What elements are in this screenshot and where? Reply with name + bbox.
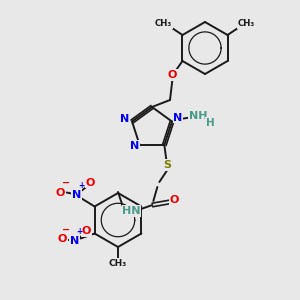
Text: +: + bbox=[79, 181, 85, 190]
Text: N: N bbox=[72, 190, 81, 200]
Text: N: N bbox=[173, 112, 183, 122]
Text: N: N bbox=[120, 113, 130, 124]
Text: S: S bbox=[163, 160, 171, 170]
Text: N: N bbox=[129, 143, 138, 153]
Text: O: O bbox=[82, 226, 91, 236]
Text: N: N bbox=[130, 141, 139, 151]
Text: −: − bbox=[61, 224, 70, 235]
Text: H: H bbox=[206, 118, 214, 128]
Text: N: N bbox=[70, 236, 79, 247]
Text: O: O bbox=[170, 195, 179, 205]
Text: O: O bbox=[56, 188, 65, 197]
Text: +: + bbox=[76, 227, 83, 236]
Text: HN: HN bbox=[122, 206, 141, 216]
Text: −: − bbox=[61, 178, 70, 188]
Text: CH₃: CH₃ bbox=[155, 20, 172, 28]
Text: NH: NH bbox=[189, 110, 207, 121]
Text: O: O bbox=[86, 178, 95, 188]
Text: O: O bbox=[168, 70, 177, 80]
Text: O: O bbox=[58, 235, 67, 244]
Text: CH₃: CH₃ bbox=[238, 20, 255, 28]
Text: CH₃: CH₃ bbox=[109, 259, 127, 268]
